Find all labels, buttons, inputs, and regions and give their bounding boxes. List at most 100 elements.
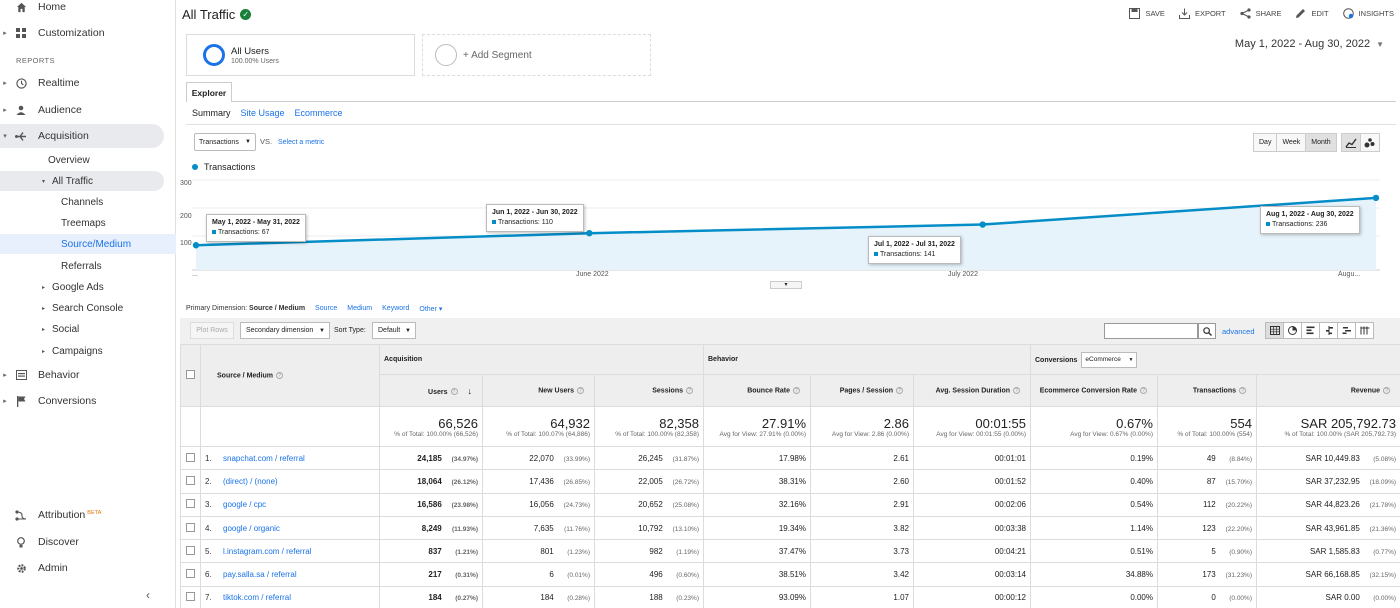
secondary-dimension-select[interactable]: Secondary dimension ▼ <box>240 322 330 339</box>
header-transactions[interactable]: Transactions? <box>1157 374 1257 407</box>
view-performance-button[interactable] <box>1301 322 1320 339</box>
nav-search-console[interactable]: ▸ Search Console <box>42 302 124 314</box>
collapse-sidebar-icon[interactable]: ‹ <box>146 588 150 602</box>
table-search-button[interactable] <box>1198 323 1216 339</box>
subtab-site-usage[interactable]: Site Usage <box>240 108 285 118</box>
header-source-medium[interactable]: Source / Medium? <box>200 344 380 407</box>
conversions-goal-select[interactable]: eCommerce ▼ <box>1081 351 1138 368</box>
source-medium-link[interactable]: tiktok.com / referral <box>223 593 292 603</box>
cell-new-users: 6 (0.01%) <box>482 562 595 587</box>
line-chart-button[interactable] <box>1341 133 1361 152</box>
source-medium-link[interactable]: l.instagram.com / referral <box>223 546 312 556</box>
nav-channels[interactable]: Channels <box>61 196 104 208</box>
view-percentage-button[interactable] <box>1283 322 1302 339</box>
period-month-button[interactable]: Month <box>1305 133 1337 152</box>
help-icon[interactable]: ? <box>450 388 458 396</box>
nav-social[interactable]: ▸ Social <box>42 323 80 335</box>
nav-conversions[interactable]: ▸ Conversions <box>3 395 97 407</box>
insights-button[interactable]: INSIGHTS <box>1342 8 1394 19</box>
nav-behavior[interactable]: ▸ Behavior <box>3 369 80 381</box>
row-checkbox[interactable] <box>186 592 195 602</box>
dimension-other-link[interactable]: Other ▾ <box>419 306 443 313</box>
header-new-users[interactable]: New Users? <box>482 374 595 407</box>
segment-all-users[interactable]: All Users 100.00% Users <box>186 34 415 76</box>
nav-customization[interactable]: ▸ Customization <box>3 27 105 39</box>
nav-realtime[interactable]: ▸ Realtime <box>3 77 80 89</box>
row-checkbox[interactable] <box>186 499 195 509</box>
row-checkbox[interactable] <box>186 522 195 532</box>
nav-all-traffic[interactable]: ▾ All Traffic <box>0 171 164 191</box>
cell-pages-session: 2.61 <box>810 445 914 471</box>
select-all-cell <box>180 344 201 407</box>
nav-audience[interactable]: ▸ Audience <box>3 104 82 116</box>
help-icon[interactable]: ? <box>1140 386 1147 394</box>
nav-google-ads[interactable]: ▸ Google Ads <box>42 281 104 293</box>
table-search-input[interactable] <box>1104 323 1198 339</box>
source-medium-link[interactable]: (direct) / (none) <box>223 476 278 486</box>
nav-admin[interactable]: Admin <box>0 556 170 580</box>
save-button[interactable]: SAVE <box>1129 8 1165 19</box>
metric-select[interactable]: Transactions ▼ <box>194 133 256 151</box>
share-button[interactable]: SHARE <box>1240 8 1281 19</box>
header-pages-session[interactable]: Pages / Session? <box>810 374 914 407</box>
row-checkbox[interactable] <box>186 475 195 485</box>
help-icon[interactable]: ? <box>686 386 693 394</box>
nav-source-medium[interactable]: Source/Medium <box>0 234 176 254</box>
select-all-checkbox[interactable] <box>186 370 195 379</box>
header-avg-session[interactable]: Avg. Session Duration? <box>913 374 1031 407</box>
header-bounce-rate[interactable]: Bounce Rate? <box>703 374 811 407</box>
nav-treemaps[interactable]: Treemaps <box>61 217 106 229</box>
dimension-source-link[interactable]: Source <box>315 305 338 312</box>
add-segment-button[interactable]: + Add Segment <box>422 34 651 76</box>
help-icon[interactable]: ? <box>1013 386 1020 394</box>
nav-campaigns[interactable]: ▸ Campaigns <box>42 345 103 357</box>
view-data-button[interactable] <box>1265 322 1284 339</box>
chart-resize-handle[interactable]: ▾ <box>770 281 802 289</box>
cell-transactions-value: 123 <box>1202 523 1216 533</box>
nav-home[interactable]: Home <box>0 0 170 19</box>
advanced-filter-link[interactable]: advanced <box>1222 327 1255 336</box>
cell-revenue-pct: (21.36%) <box>1369 525 1397 533</box>
tooltip-range: Jun 1, 2022 - Jun 30, 2022 <box>492 209 578 216</box>
plot-rows-button[interactable]: Plot Rows <box>190 322 234 339</box>
nav-referrals[interactable]: Referrals <box>61 260 102 272</box>
source-medium-link[interactable]: google / organic <box>223 523 280 533</box>
source-medium-link[interactable]: pay.salla.sa / referral <box>223 570 297 580</box>
nav-acquisition[interactable]: ▾ Acquisition <box>0 124 164 148</box>
export-button[interactable]: EXPORT <box>1178 8 1226 19</box>
header-sessions[interactable]: Sessions? <box>594 374 704 407</box>
transactions-chart[interactable]: 300 200 100... June 2022 July 2022 Augu... May… <box>180 176 1392 286</box>
header-ecom-rate[interactable]: Ecommerce Conversion Rate? <box>1030 374 1158 407</box>
period-week-button[interactable]: Week <box>1276 133 1307 152</box>
header-revenue[interactable]: Revenue? <box>1255 374 1400 407</box>
row-checkbox[interactable] <box>186 569 195 579</box>
edit-button[interactable]: EDIT <box>1295 8 1329 19</box>
date-range-picker[interactable]: May 1, 2022 - Aug 30, 2022 ▼ <box>1235 38 1384 50</box>
subtab-summary[interactable]: Summary <box>192 108 231 118</box>
select-metric-link[interactable]: Select a metric <box>278 139 325 146</box>
help-icon[interactable]: ? <box>793 386 800 394</box>
view-comparison-button[interactable] <box>1319 322 1338 339</box>
subtab-ecommerce[interactable]: Ecommerce <box>294 108 343 118</box>
dimension-keyword-link[interactable]: Keyword <box>382 305 410 312</box>
motion-chart-button[interactable] <box>1360 133 1380 152</box>
help-icon[interactable]: ? <box>1383 386 1391 394</box>
tab-explorer[interactable]: Explorer <box>186 82 232 102</box>
nav-overview[interactable]: Overview <box>48 154 90 166</box>
dimension-medium-link[interactable]: Medium <box>347 305 373 312</box>
period-day-button[interactable]: Day <box>1253 133 1278 152</box>
view-term-cloud-button[interactable] <box>1337 322 1356 339</box>
source-medium-link[interactable]: google / cpc <box>223 500 267 510</box>
row-checkbox[interactable] <box>186 545 195 555</box>
help-icon[interactable]: ? <box>276 371 284 379</box>
help-icon[interactable]: ? <box>1239 386 1246 394</box>
nav-attribution[interactable]: Attribution BETA <box>0 503 170 527</box>
sort-type-select[interactable]: Default ▼ <box>372 322 416 339</box>
row-checkbox[interactable] <box>186 452 195 462</box>
view-pivot-button[interactable] <box>1355 322 1374 339</box>
source-medium-link[interactable]: snapchat.com / referral <box>223 453 305 463</box>
help-icon[interactable]: ? <box>896 386 903 394</box>
header-users[interactable]: Users? ↓ <box>379 374 483 407</box>
help-icon[interactable]: ? <box>577 386 584 394</box>
nav-discover[interactable]: Discover <box>0 530 170 554</box>
